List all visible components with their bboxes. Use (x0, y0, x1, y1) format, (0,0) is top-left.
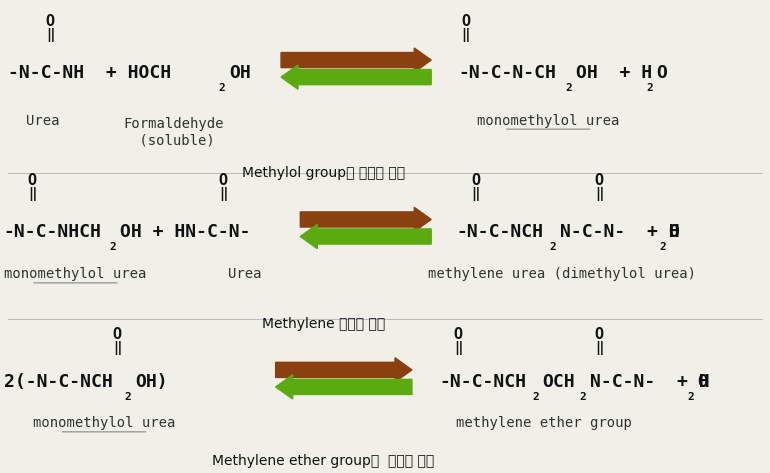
FancyArrow shape (281, 65, 431, 89)
Text: ‖: ‖ (462, 28, 470, 43)
FancyArrow shape (276, 358, 412, 382)
Text: Methylene ether group의  결합과 분해: Methylene ether group의 결합과 분해 (213, 454, 434, 468)
Text: O: O (28, 173, 37, 188)
Text: monomethylol urea: monomethylol urea (5, 267, 146, 281)
Text: ‖: ‖ (219, 187, 227, 201)
Text: ‖: ‖ (28, 187, 36, 201)
Text: -N-C-NCH: -N-C-NCH (439, 373, 526, 391)
Text: 2: 2 (109, 242, 116, 252)
FancyArrow shape (281, 48, 431, 72)
Text: -N-C-N-CH: -N-C-N-CH (458, 64, 556, 82)
Text: OH  + H: OH + H (576, 64, 652, 82)
Text: 2: 2 (647, 83, 654, 94)
Text: 2: 2 (659, 242, 666, 252)
Text: N-C-N-  + H: N-C-N- + H (590, 373, 709, 391)
Text: O: O (45, 14, 55, 29)
Text: OH): OH) (135, 373, 167, 391)
Text: 2(-N-C-NCH: 2(-N-C-NCH (4, 373, 112, 391)
FancyArrow shape (300, 224, 431, 249)
Text: O: O (594, 173, 604, 188)
Text: Urea: Urea (25, 114, 59, 128)
Text: Formaldehyde
 (soluble): Formaldehyde (soluble) (123, 117, 223, 148)
Text: Methylol group의 결합과 분해: Methylol group의 결합과 분해 (242, 166, 405, 180)
Text: ‖: ‖ (595, 341, 603, 355)
FancyArrow shape (276, 375, 412, 399)
Text: O: O (112, 327, 122, 342)
Text: methylene ether group: methylene ether group (456, 416, 631, 430)
Text: O: O (668, 223, 679, 241)
Text: O: O (461, 14, 470, 29)
Text: ‖: ‖ (46, 28, 54, 43)
Text: OH: OH (229, 64, 251, 82)
Text: ‖: ‖ (454, 341, 462, 355)
Text: O: O (697, 373, 708, 391)
Text: Urea: Urea (228, 267, 262, 281)
Text: O: O (471, 173, 480, 188)
Text: O: O (594, 327, 604, 342)
Text: 2: 2 (550, 242, 557, 252)
Text: ‖: ‖ (595, 187, 603, 201)
Text: Methylene 결합과 분해: Methylene 결합과 분해 (262, 317, 385, 331)
Text: ‖: ‖ (472, 187, 480, 201)
Text: N-C-N-  + H: N-C-N- + H (560, 223, 679, 241)
Text: methylene urea (dimethylol urea): methylene urea (dimethylol urea) (428, 267, 696, 281)
Text: 2: 2 (565, 83, 572, 94)
FancyArrow shape (300, 207, 431, 232)
Text: -N-C-NCH: -N-C-NCH (457, 223, 544, 241)
Text: -N-C-NH  + HOCH: -N-C-NH + HOCH (8, 64, 171, 82)
Text: monomethylol urea: monomethylol urea (477, 114, 619, 128)
Text: 2: 2 (125, 392, 132, 403)
Text: 2: 2 (532, 392, 539, 403)
Text: -N-C-NHCH: -N-C-NHCH (4, 223, 102, 241)
Text: ‖: ‖ (113, 341, 121, 355)
Text: monomethylol urea: monomethylol urea (33, 416, 175, 430)
Text: O: O (656, 64, 667, 82)
Text: O: O (219, 173, 228, 188)
Text: O: O (454, 327, 463, 342)
Text: 2: 2 (688, 392, 695, 403)
Text: 2: 2 (580, 392, 587, 403)
Text: 2: 2 (218, 83, 225, 94)
Text: OCH: OCH (542, 373, 574, 391)
Text: OH + HN-C-N-: OH + HN-C-N- (120, 223, 250, 241)
